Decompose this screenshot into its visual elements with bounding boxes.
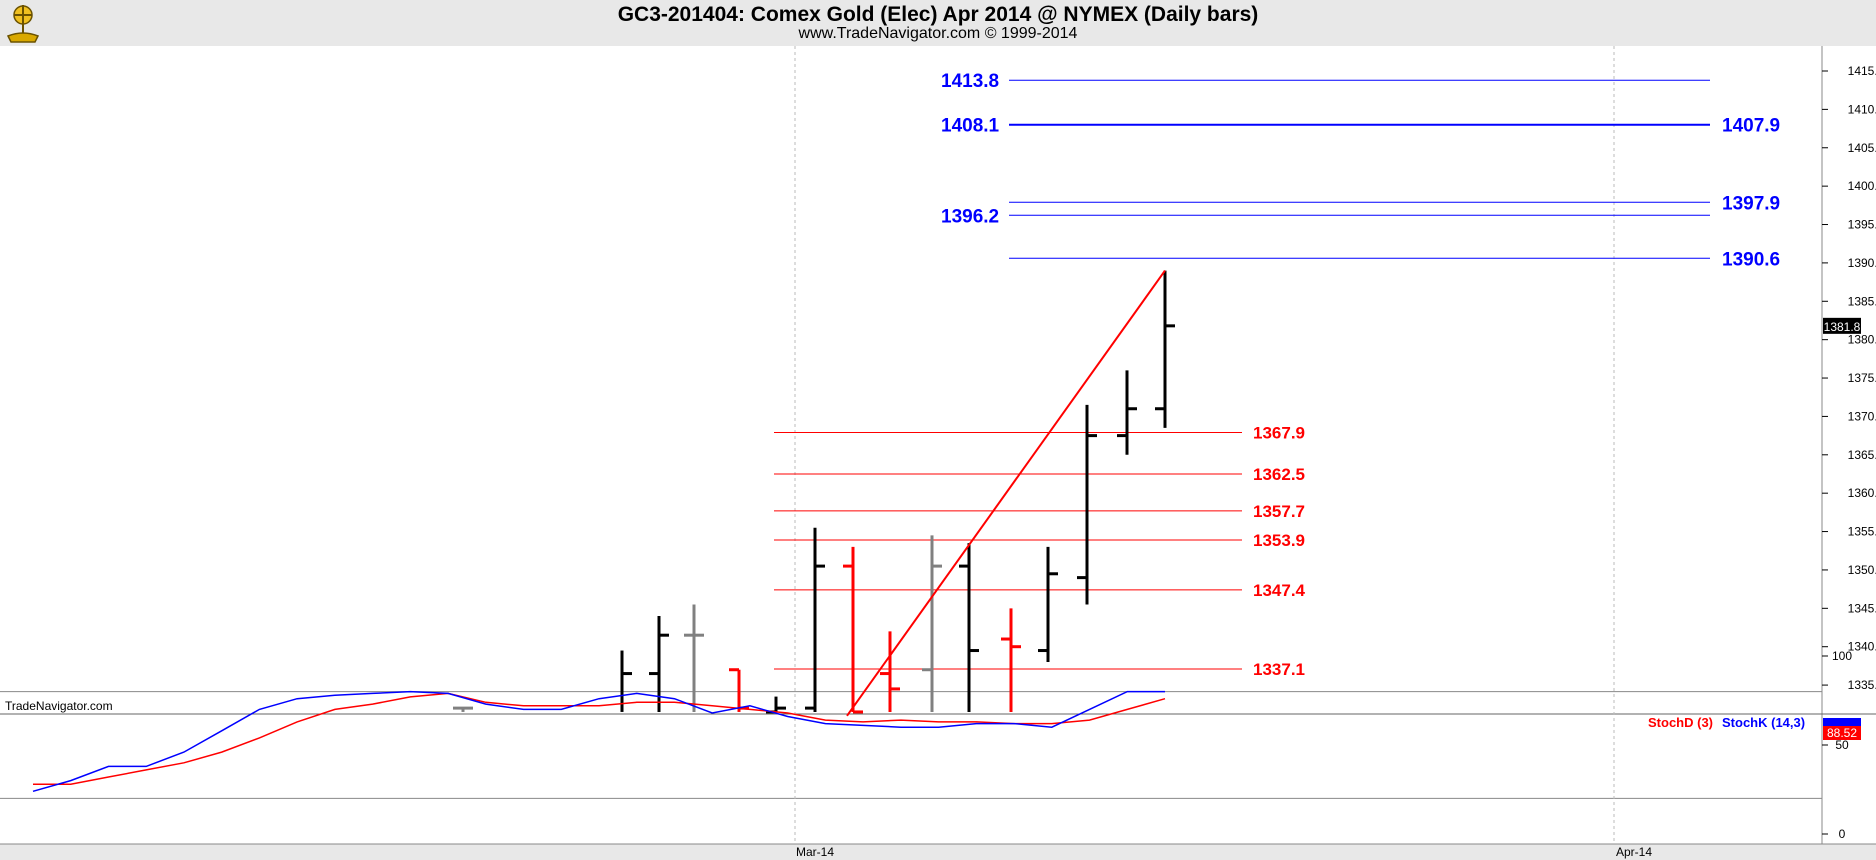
resistance-level-label: 1408.1 — [941, 116, 1000, 137]
stoch-tick-label: 0 — [1839, 827, 1846, 841]
y-tick-label: 1390.0 — [1848, 256, 1876, 270]
resistance-level-label: 1397.9 — [1722, 193, 1780, 214]
y-tick-label: 1385.0 — [1848, 294, 1876, 308]
y-tick-label: 1335.0 — [1848, 678, 1876, 692]
x-tick-label: Apr-14 — [1616, 845, 1652, 859]
y-tick-label: 1380.0 — [1848, 333, 1876, 347]
stoch-d-legend: StochD (3) — [1648, 715, 1713, 730]
y-tick-label: 1350.0 — [1848, 563, 1876, 577]
y-tick-label: 1370.0 — [1848, 409, 1876, 423]
stoch-value-label: 88.52 — [1827, 726, 1857, 740]
resistance-level-label: 1396.2 — [941, 206, 999, 227]
y-tick-label: 1400.0 — [1848, 179, 1876, 193]
last-price-box — [1823, 317, 1861, 334]
stoch-tick-label: 50 — [1835, 738, 1849, 752]
y-tick-label: 1395.0 — [1848, 218, 1876, 232]
trendline — [846, 269, 1166, 717]
support-level-label: 1337.1 — [1253, 660, 1305, 679]
y-tick-label: 1345.0 — [1848, 601, 1876, 615]
stoch-tick-label: 100 — [1832, 649, 1852, 663]
y-tick-label: 1360.0 — [1848, 486, 1876, 500]
chart-title: GC3-201404: Comex Gold (Elec) Apr 2014 @… — [617, 3, 1259, 26]
trade-navigator-logo-icon — [6, 5, 40, 43]
stoch-d-value-box — [1823, 726, 1861, 740]
resistance-level-label: 1407.9 — [1722, 116, 1780, 137]
stochastic-panel — [0, 714, 1822, 844]
chart-header: GC3-201404: Comex Gold (Elec) Apr 2014 @… — [0, 0, 1876, 46]
stoch-k-legend: StochK (14,3) — [1722, 715, 1805, 730]
price-panel — [0, 46, 1822, 714]
x-tick-label: Mar-14 — [796, 845, 834, 859]
y-tick-label: 1355.0 — [1848, 525, 1876, 539]
last-price-label: 1381.8 — [1824, 320, 1861, 334]
y-axis-area — [1822, 46, 1876, 844]
resistance-level-label: 1413.8 — [941, 71, 999, 92]
watermark-label: TradeNavigator.com — [5, 699, 113, 713]
stoch-line-d — [33, 692, 1166, 785]
support-level-label: 1362.5 — [1253, 465, 1305, 484]
y-tick-label: 1365.0 — [1848, 448, 1876, 462]
support-level-label: 1357.7 — [1253, 502, 1305, 521]
y-tick-label: 1410.0 — [1848, 102, 1876, 116]
y-tick-label: 1340.0 — [1848, 640, 1876, 654]
support-level-label: 1367.9 — [1253, 424, 1305, 443]
support-level-label: 1347.4 — [1253, 581, 1306, 600]
stoch-line-k — [32, 690, 1165, 793]
y-tick-label: 1415.0 — [1848, 64, 1876, 78]
chart-subtitle: www.TradeNavigator.com © 1999-2014 — [798, 25, 1078, 42]
y-tick-label: 1405.0 — [1848, 141, 1876, 155]
resistance-level-label: 1390.6 — [1722, 249, 1780, 270]
y-tick-label: 1375.0 — [1848, 371, 1876, 385]
support-level-label: 1353.9 — [1253, 531, 1305, 550]
